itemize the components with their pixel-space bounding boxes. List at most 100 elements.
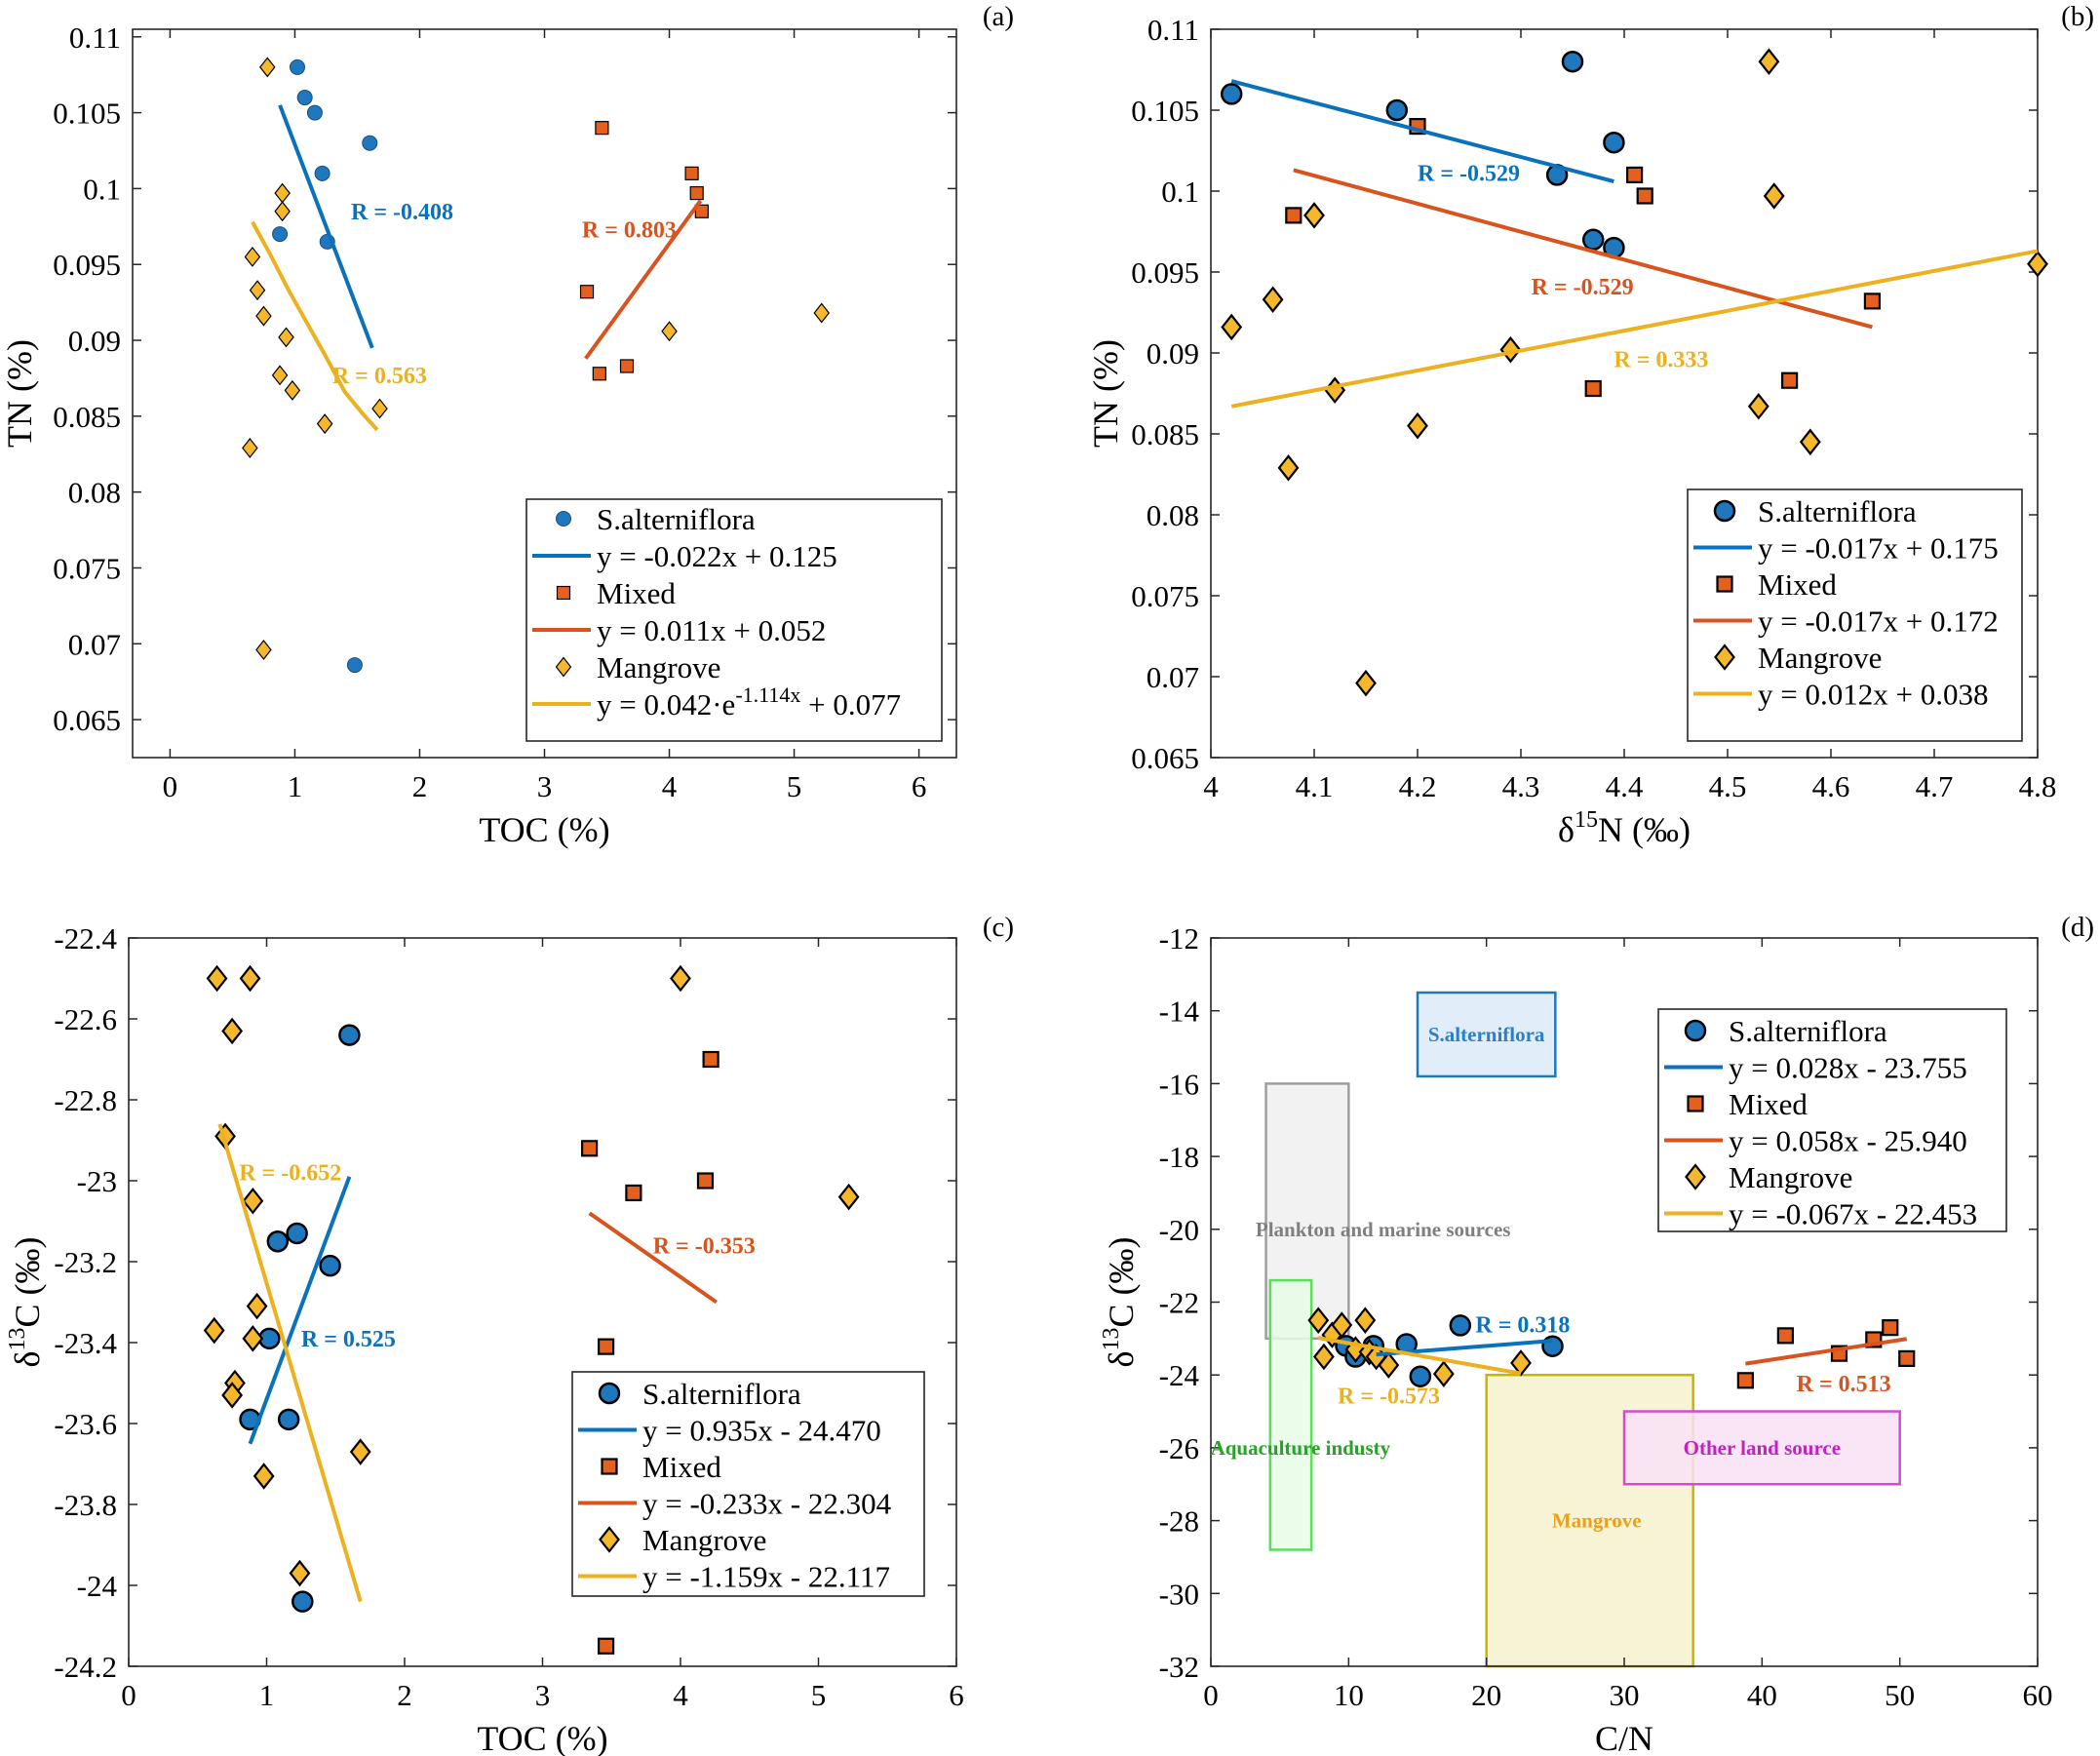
mixed-point	[1636, 187, 1653, 205]
mangrove-point	[670, 964, 691, 993]
mangrove-point	[1312, 1343, 1335, 1371]
mixed-fit-line	[588, 1211, 718, 1305]
x-tick-label: 0	[121, 1678, 136, 1712]
x-tick-label: 4.4	[1606, 769, 1644, 803]
legend-mangrove-marker	[1714, 644, 1735, 671]
panel-a: 0 1 2 3 4 5 6 0.065 0.07 0.075 0.08 0.085 0.09 0.095 0…	[0, 1, 1014, 849]
y-tick-label: 0.085	[1131, 417, 1199, 451]
mangrove-point	[1407, 411, 1428, 440]
salt-point	[1409, 1365, 1432, 1387]
mangrove-point	[1307, 1307, 1330, 1334]
x-tick-label: 0	[1203, 1678, 1219, 1712]
y-tick-label: 0.11	[69, 20, 121, 55]
legend-entry-label: y = 0.012x + 0.038	[1758, 678, 1988, 712]
y-tick-label: 0.095	[53, 248, 121, 282]
y-tick-label: 0.1	[83, 172, 121, 206]
y-tick-label: -23.4	[54, 1326, 117, 1360]
legend-entry-label: Mixed	[642, 1450, 721, 1484]
y-tick-label: -24.2	[54, 1650, 117, 1684]
mixed-point	[1780, 371, 1799, 389]
mixed-point	[619, 359, 635, 373]
legend-entry-label: S.alterniflora	[1729, 1014, 1887, 1048]
mangrove-point	[221, 1017, 244, 1045]
legend-mixed-marker	[1716, 575, 1733, 593]
y-tick-label: -24	[1159, 1358, 1200, 1392]
y-tick-label: -26	[1159, 1431, 1199, 1465]
legend-entry-label: y = 0.935x - 24.470	[642, 1414, 881, 1448]
mangrove-point	[271, 365, 289, 386]
r-label: R = 0.525	[301, 1327, 396, 1352]
mixed-point	[597, 1637, 615, 1655]
mixed-point	[597, 1338, 615, 1355]
x-tick-label: 10	[1334, 1678, 1364, 1712]
y-tick-label: -23.6	[54, 1407, 117, 1441]
panel-label: (c)	[983, 912, 1014, 943]
legend-box	[525, 498, 943, 742]
legend-salt-marker	[556, 511, 571, 527]
r-label: R = 0.513	[1797, 1372, 1891, 1397]
legend-entry-label: y = 0.028x - 23.755	[1729, 1051, 1967, 1085]
x-tick-label: 50	[1885, 1678, 1915, 1712]
y-tick-label: 0.07	[1147, 660, 1199, 694]
mangrove-point	[253, 1463, 275, 1490]
salt-point	[346, 657, 363, 674]
x-tick-label: 1	[288, 769, 303, 803]
mangrove-point	[1277, 454, 1300, 482]
mangrove-point	[1758, 48, 1780, 75]
y-tick-label: 0.105	[1131, 94, 1199, 128]
salt-point	[277, 1408, 300, 1431]
mixed-point	[1625, 166, 1644, 183]
legend-entry-label: S.alterniflora	[642, 1377, 801, 1411]
r-label: R = 0.563	[332, 364, 427, 389]
mixed-point	[702, 1050, 719, 1069]
mangrove-point	[316, 413, 333, 435]
mixed-point	[684, 166, 699, 180]
mixed-point	[1882, 1319, 1899, 1337]
legend-entry-label: Mixed	[597, 576, 676, 610]
mangrove-point	[274, 201, 291, 222]
legend-mixed-marker	[556, 585, 571, 601]
mangrove-point	[661, 321, 678, 342]
y-tick-label: 0.08	[1147, 498, 1199, 532]
mangrove-point	[1499, 335, 1522, 364]
x-tick-label: 30	[1610, 1678, 1640, 1712]
y-tick-label: -22.8	[54, 1083, 117, 1117]
mixed-point	[1285, 207, 1303, 224]
y-tick-label: -22.4	[54, 921, 117, 956]
y-tick-label: 0.075	[1131, 579, 1199, 613]
y-tick-label: 0.07	[68, 627, 121, 661]
salt-fit-line	[248, 1176, 352, 1445]
y-tick-label: -22.6	[54, 1002, 117, 1036]
x-axis-label: C/N	[1595, 1719, 1653, 1756]
legend-entry-label: Mangrove	[1729, 1160, 1852, 1194]
x-tick-label: 4	[1203, 769, 1219, 803]
region-box	[1416, 991, 1557, 1078]
x-axis-label: δ15N (‰)	[1558, 807, 1691, 849]
mixed-point	[694, 204, 709, 218]
mixed-point	[595, 121, 609, 136]
mangrove-point	[1432, 1360, 1455, 1387]
y-tick-label: 0.09	[1147, 336, 1199, 371]
mixed-point	[1584, 379, 1602, 398]
y-tick-label: 0.1	[1161, 175, 1199, 209]
x-tick-label: 4.2	[1399, 769, 1437, 803]
mangrove-point	[242, 438, 258, 458]
panel-label: (a)	[983, 1, 1014, 32]
legend-entry-label: Mixed	[1758, 567, 1837, 602]
mangrove-point	[274, 182, 291, 204]
y-tick-label: -12	[1159, 921, 1199, 956]
legend-entry-label: Mixed	[1729, 1087, 1808, 1121]
r-label: R = 0.803	[582, 217, 677, 243]
x-tick-label: 4	[673, 1678, 688, 1712]
panel-label: (d)	[2061, 912, 2094, 943]
legend-box	[571, 1371, 925, 1597]
mixed-point	[625, 1184, 642, 1202]
mangrove-point	[1354, 1307, 1377, 1334]
mangrove-point	[1303, 202, 1325, 229]
mangrove-point	[1221, 313, 1243, 341]
region-box	[1268, 1278, 1313, 1551]
mixed-point	[579, 285, 595, 299]
